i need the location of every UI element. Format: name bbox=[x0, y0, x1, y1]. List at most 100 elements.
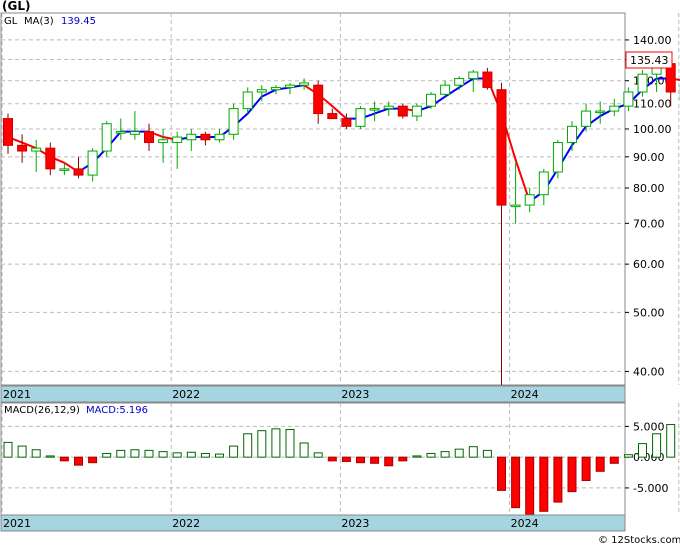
macd-bar bbox=[186, 451, 196, 458]
candle-body bbox=[609, 105, 620, 112]
candle-body bbox=[31, 147, 42, 152]
price-x-tick-label: 2022 bbox=[172, 388, 200, 401]
price-candle bbox=[59, 162, 70, 176]
candle-body bbox=[158, 139, 169, 144]
price-x-tick-label: 2021 bbox=[3, 388, 31, 401]
price-candle bbox=[411, 103, 422, 122]
macd-bar bbox=[384, 456, 394, 467]
macd-bar bbox=[200, 452, 210, 458]
price-y-tick-label: 100.00 bbox=[633, 123, 672, 136]
macd-bar bbox=[243, 433, 253, 458]
macd-bar bbox=[595, 456, 605, 472]
price-candle bbox=[200, 131, 211, 146]
macd-bar bbox=[497, 456, 506, 491]
price-candle bbox=[383, 101, 394, 117]
price-candle bbox=[214, 128, 225, 143]
candle-body bbox=[637, 73, 648, 93]
macd-bar bbox=[17, 445, 27, 458]
macd-bar bbox=[59, 456, 69, 462]
macd-bar bbox=[31, 449, 41, 458]
macd-bar bbox=[412, 455, 422, 458]
price-candle bbox=[45, 142, 56, 176]
price-y-tick-label: 60.00 bbox=[633, 258, 665, 271]
candle-body bbox=[101, 123, 112, 152]
price-date-axis bbox=[0, 385, 626, 403]
macd-x-tick-label: 2024 bbox=[511, 517, 539, 530]
price-candle bbox=[299, 78, 310, 90]
macd-bar bbox=[567, 456, 577, 493]
candle-body bbox=[552, 142, 563, 173]
price-candle bbox=[567, 121, 577, 152]
price-candle bbox=[369, 101, 380, 122]
candle-body bbox=[411, 105, 422, 117]
macd-bar bbox=[440, 451, 450, 458]
price-y-tick-label: 90.00 bbox=[633, 151, 665, 164]
price-candle bbox=[144, 123, 154, 152]
macd-bar bbox=[285, 428, 295, 458]
candle-body bbox=[299, 82, 310, 86]
price-y-tick-label: 140.00 bbox=[633, 34, 672, 47]
price-panel-frame bbox=[0, 12, 626, 386]
price-candle bbox=[623, 87, 634, 112]
candle-body bbox=[270, 86, 281, 91]
ticker-label: GL bbox=[4, 16, 18, 27]
macd-label: MACD(26,12,9) bbox=[4, 405, 80, 416]
candle-body bbox=[524, 194, 535, 206]
candle-body bbox=[115, 131, 126, 134]
price-candle bbox=[129, 111, 140, 140]
price-candle bbox=[17, 134, 28, 163]
candle-body bbox=[45, 147, 56, 170]
macd-bar bbox=[482, 449, 492, 458]
candle-body bbox=[172, 136, 183, 144]
price-candle bbox=[454, 76, 465, 90]
macd-bar bbox=[539, 456, 549, 512]
macd-panel-frame bbox=[0, 402, 626, 516]
price-candle bbox=[186, 128, 197, 152]
price-candle bbox=[285, 82, 295, 95]
price-candle bbox=[101, 121, 112, 157]
candle-body bbox=[200, 133, 211, 141]
candle-body bbox=[397, 105, 408, 117]
candle-body bbox=[355, 108, 366, 127]
macd-bar bbox=[426, 452, 436, 458]
candle-body bbox=[186, 133, 197, 141]
macd-bar bbox=[341, 456, 351, 462]
macd-bar bbox=[215, 453, 224, 458]
price-x-tick-label: 2024 bbox=[511, 388, 539, 401]
candle-body bbox=[468, 71, 479, 80]
price-candle bbox=[355, 106, 366, 129]
last-price-label: 135.43 bbox=[630, 54, 669, 67]
candle-body bbox=[651, 67, 662, 75]
ma-line-segment bbox=[260, 88, 277, 98]
price-candle bbox=[327, 108, 338, 120]
price-candle bbox=[552, 139, 563, 179]
price-candle bbox=[397, 103, 408, 119]
ma-line-segment bbox=[373, 107, 390, 115]
candle-body bbox=[214, 133, 225, 141]
macd-bar bbox=[257, 430, 267, 458]
candle-body bbox=[87, 150, 98, 176]
price-y-tick-label: 110.00 bbox=[633, 98, 672, 111]
price-candle bbox=[158, 128, 169, 163]
macd-bar bbox=[666, 424, 676, 458]
candle-body bbox=[129, 131, 140, 135]
macd-bar bbox=[313, 452, 323, 458]
price-y-tick-label: 50.00 bbox=[633, 306, 665, 319]
candle-body bbox=[228, 108, 239, 135]
price-candle bbox=[538, 168, 549, 206]
candle-body bbox=[256, 89, 267, 93]
candle-body bbox=[73, 168, 84, 176]
ma-line-segment bbox=[458, 77, 475, 89]
price-candle bbox=[468, 69, 479, 92]
ma-label: MA(3) bbox=[24, 16, 54, 27]
candle-body bbox=[581, 110, 592, 127]
macd-bar bbox=[327, 456, 337, 462]
macd-bar bbox=[172, 452, 182, 458]
ma-line-segment bbox=[21, 141, 38, 150]
macd-bar bbox=[609, 456, 619, 464]
candle-body bbox=[144, 131, 154, 144]
macd-bar bbox=[553, 456, 563, 503]
macd-bar bbox=[638, 443, 647, 458]
macd-bar bbox=[271, 428, 281, 458]
